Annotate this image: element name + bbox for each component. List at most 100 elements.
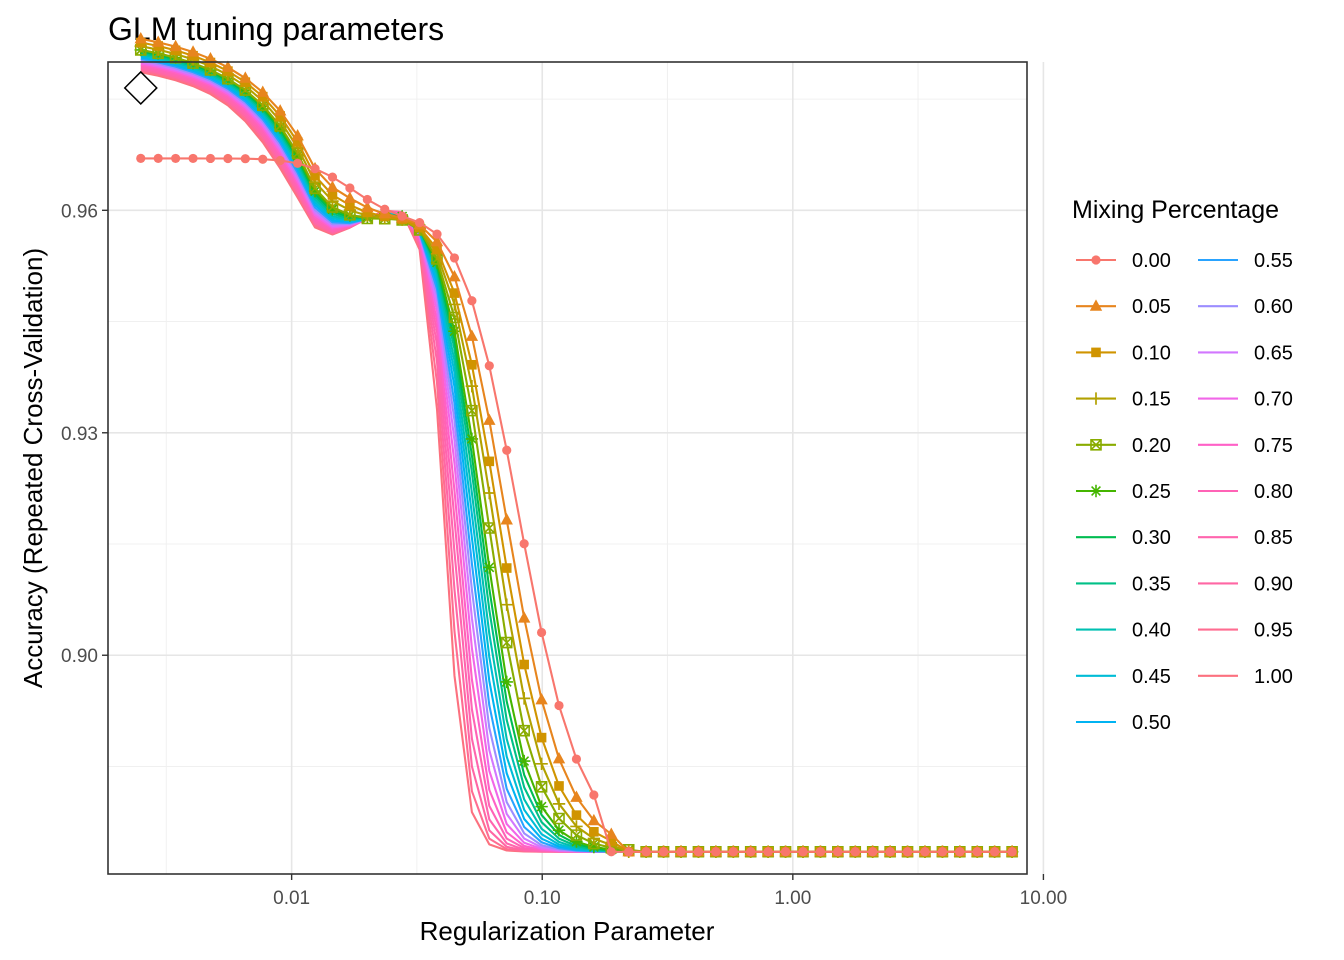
point-circle [310, 164, 320, 174]
point-star [500, 675, 513, 689]
point-square [589, 826, 599, 837]
point-square [345, 200, 355, 210]
y-axis: 0.90 0.93 0.96 [61, 201, 108, 667]
point-triangle [500, 513, 513, 525]
point-star [587, 840, 601, 854]
point-triangle [483, 413, 496, 425]
point-circle [205, 153, 216, 164]
legend-item: 0.05 [1076, 296, 1171, 318]
plot-panel-border [107, 61, 1028, 875]
point-star [570, 835, 583, 848]
x-tick-label: 0.01 [273, 888, 310, 909]
point-circle [850, 847, 860, 857]
point-triangle [605, 827, 618, 839]
legend-item: 0.45 [1076, 666, 1171, 688]
point-circle [711, 847, 721, 857]
legend-item: 0.00 [1076, 250, 1171, 272]
series-line [140, 53, 1013, 853]
point-circle [380, 204, 390, 214]
legend-label: 0.25 [1132, 481, 1171, 503]
legend-item: 0.30 [1076, 527, 1171, 549]
point-plus [517, 692, 531, 705]
point-circle [815, 847, 826, 857]
point-triangle [430, 234, 444, 247]
legend-item: 0.15 [1076, 389, 1171, 411]
point-triangle [570, 790, 583, 802]
point-square [484, 456, 495, 467]
point-circle [990, 847, 1000, 857]
series-line [140, 56, 1013, 853]
legend: Mixing Percentage 0.00 0.05 0.10 0.15 0.20 0.… [1072, 196, 1293, 734]
point-triangle [343, 191, 357, 203]
legend-label: 0.15 [1132, 389, 1171, 411]
series-0.95 [140, 69, 1013, 853]
y-axis-title: Accuracy (Repeated Cross-Validation) [18, 248, 48, 688]
x-tick-label: 10.00 [1020, 888, 1068, 909]
legend-label: 0.60 [1254, 296, 1293, 318]
point-triangle [448, 269, 461, 282]
point-triangle [291, 128, 304, 141]
point-circle [868, 847, 878, 857]
point-square [449, 288, 460, 298]
point-triangle [587, 813, 601, 826]
point-circle [275, 155, 285, 166]
point-star [1089, 484, 1103, 498]
point-triangle [151, 35, 165, 47]
point-circle [136, 153, 146, 164]
point-circle [780, 847, 791, 857]
legend-item: 0.75 [1198, 435, 1293, 457]
legend-item: 0.50 [1076, 712, 1171, 734]
legend-item: 0.80 [1198, 481, 1293, 503]
legend-label: 0.35 [1132, 573, 1171, 595]
legend-label: 0.90 [1254, 573, 1293, 595]
legend-item: 0.35 [1076, 573, 1171, 595]
series-0.80 [140, 65, 1013, 853]
series-line [140, 48, 1013, 853]
y-tick-label: 0.93 [61, 424, 98, 445]
y-tick-label: 0.96 [61, 201, 98, 222]
point-circle [1007, 847, 1017, 857]
point-circle [589, 790, 599, 800]
point-plus [535, 757, 548, 770]
point-square [292, 137, 303, 147]
legend-label: 0.80 [1254, 481, 1293, 503]
series-0.50 [140, 56, 1013, 853]
grid-major [108, 62, 1045, 874]
point-circle [502, 445, 512, 455]
legend-label: 0.45 [1132, 666, 1171, 688]
point-triangle [186, 45, 200, 57]
point-circle [223, 153, 233, 164]
point-circle [467, 296, 477, 306]
point-triangle [517, 611, 531, 623]
series-line [140, 54, 1013, 853]
point-square [327, 190, 338, 200]
point-square [467, 359, 477, 370]
legend-label: 0.55 [1254, 250, 1293, 272]
legend-item: 0.55 [1198, 250, 1293, 272]
point-star [291, 149, 304, 163]
series-1.00 [140, 71, 1013, 853]
point-circle [171, 153, 181, 164]
series-0.35 [140, 51, 1013, 853]
point-circle [362, 194, 372, 205]
point-circle [746, 847, 756, 857]
series-line [140, 69, 1013, 853]
legend-item: 0.25 [1076, 481, 1171, 503]
point-box-x [535, 781, 548, 793]
y-tick-label: 0.90 [61, 646, 98, 667]
point-circle [240, 154, 250, 164]
point-circle [432, 229, 442, 239]
series-0.30 [140, 50, 1013, 853]
point-star [483, 561, 496, 574]
series-0.75 [140, 63, 1013, 853]
series-line [140, 71, 1013, 853]
series-0.90 [140, 68, 1013, 853]
series-layer [134, 32, 1019, 858]
legend-title: Mixing Percentage [1072, 196, 1279, 224]
legend-item: 0.60 [1198, 296, 1293, 318]
point-triangle [169, 39, 182, 52]
point-circle [606, 847, 616, 857]
point-triangle [1089, 299, 1103, 311]
series-0.15 [134, 40, 1019, 858]
point-star [517, 754, 531, 768]
